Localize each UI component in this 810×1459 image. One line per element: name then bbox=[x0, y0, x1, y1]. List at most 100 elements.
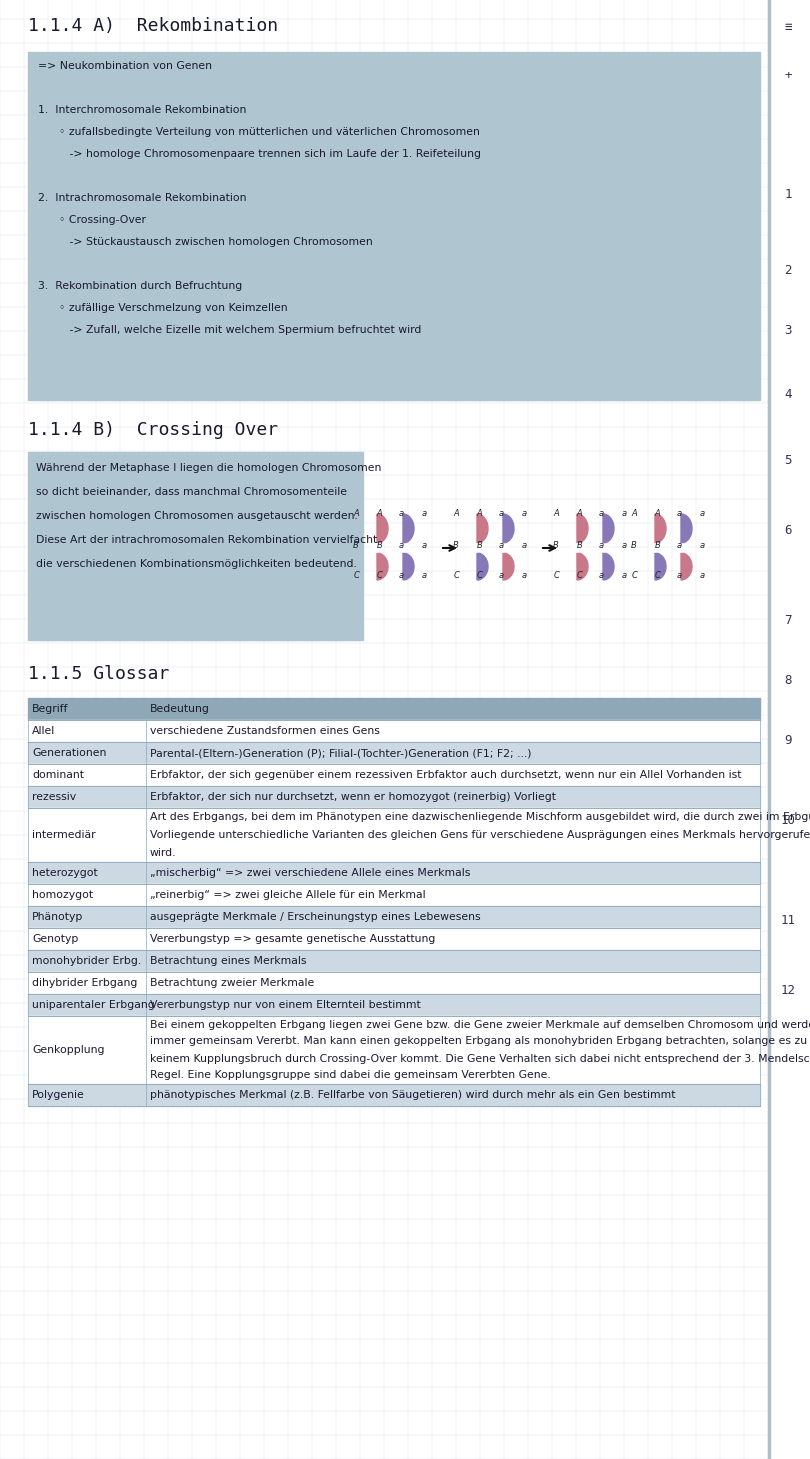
Text: Bedeutung: Bedeutung bbox=[150, 705, 210, 713]
Polygon shape bbox=[377, 514, 388, 543]
Text: Vererbungstyp nur von einem Elternteil bestimmt: Vererbungstyp nur von einem Elternteil b… bbox=[150, 999, 420, 1010]
Ellipse shape bbox=[471, 544, 483, 552]
Text: zwischen homologen Chromosomen ausgetauscht werden.: zwischen homologen Chromosomen ausgetaus… bbox=[36, 511, 358, 521]
Text: 1.  Interchromosomale Rekombination: 1. Interchromosomale Rekombination bbox=[38, 105, 246, 115]
Text: phänotypisches Merkmal (z.B. Fellfarbe von Säugetieren) wird durch mehr als ein : phänotypisches Merkmal (z.B. Fellfarbe v… bbox=[150, 1090, 676, 1100]
Text: a: a bbox=[599, 572, 603, 581]
Text: Bei einem gekoppelten Erbgang liegen zwei Gene bzw. die Gene zweier Merkmale auf: Bei einem gekoppelten Erbgang liegen zwe… bbox=[150, 1020, 810, 1030]
Text: a: a bbox=[522, 509, 526, 518]
Text: Vorliegende unterschiedliche Varianten des gleichen Gens für verschiedene Ausprä: Vorliegende unterschiedliche Varianten d… bbox=[150, 830, 810, 840]
Text: a: a bbox=[599, 540, 603, 550]
Text: A: A bbox=[577, 509, 582, 518]
Ellipse shape bbox=[597, 544, 609, 552]
Text: a: a bbox=[621, 572, 626, 581]
Text: B: B bbox=[353, 540, 359, 550]
Text: Erbfaktor, der sich nur durchsetzt, wenn er homozygot (reinerbig) Vorliegt: Erbfaktor, der sich nur durchsetzt, wenn… bbox=[150, 792, 556, 802]
Bar bbox=[28, 786, 760, 808]
Text: uniparentaler Erbgang: uniparentaler Erbgang bbox=[32, 999, 155, 1010]
Bar bbox=[28, 862, 760, 884]
Text: 3.  Rekombination durch Befruchtung: 3. Rekombination durch Befruchtung bbox=[38, 282, 242, 290]
Text: 10: 10 bbox=[781, 814, 795, 826]
Text: immer gemeinsam Vererbt. Man kann einen gekoppelten Erbgang als monohybriden Erb: immer gemeinsam Vererbt. Man kann einen … bbox=[150, 1036, 807, 1046]
Text: a: a bbox=[522, 572, 526, 581]
Text: 1: 1 bbox=[784, 188, 791, 201]
Text: C: C bbox=[377, 572, 382, 581]
Bar bbox=[28, 743, 760, 765]
Text: die verschiedenen Kombinationsmöglichkeiten bedeutend.: die verschiedenen Kombinationsmöglichkei… bbox=[36, 559, 357, 569]
Bar bbox=[28, 53, 760, 400]
Bar bbox=[28, 808, 760, 862]
Text: rezessiv: rezessiv bbox=[32, 792, 76, 802]
Text: a: a bbox=[699, 509, 705, 518]
Text: -> Stückaustausch zwischen homologen Chromosomen: -> Stückaustausch zwischen homologen Chr… bbox=[38, 236, 373, 247]
Text: C: C bbox=[453, 572, 459, 581]
Text: a: a bbox=[498, 540, 503, 550]
Text: A: A bbox=[454, 509, 459, 518]
Ellipse shape bbox=[571, 544, 583, 552]
Text: a: a bbox=[599, 509, 603, 518]
Text: a: a bbox=[699, 572, 705, 581]
Text: verschiedene Zustandsformen eines Gens: verschiedene Zustandsformen eines Gens bbox=[150, 727, 380, 735]
Text: Diese Art der intrachromosomalen Rekombination vervielfacht: Diese Art der intrachromosomalen Rekombi… bbox=[36, 535, 377, 546]
Bar bbox=[28, 928, 760, 950]
Bar bbox=[28, 994, 760, 1015]
Text: a: a bbox=[621, 540, 626, 550]
Text: a: a bbox=[676, 540, 681, 550]
Text: Generationen: Generationen bbox=[32, 748, 106, 759]
Text: 9: 9 bbox=[784, 734, 791, 747]
Text: ◦ zufällige Verschmelzung von Keimzellen: ◦ zufällige Verschmelzung von Keimzellen bbox=[38, 303, 288, 314]
Text: a: a bbox=[498, 509, 503, 518]
Text: a: a bbox=[421, 540, 426, 550]
Polygon shape bbox=[477, 514, 488, 543]
Bar bbox=[28, 697, 760, 719]
Polygon shape bbox=[403, 553, 414, 581]
Text: Betrachtung eines Merkmals: Betrachtung eines Merkmals bbox=[150, 956, 306, 966]
Text: 11: 11 bbox=[781, 913, 795, 926]
Text: a: a bbox=[621, 509, 626, 518]
Text: 12: 12 bbox=[781, 983, 795, 996]
Text: -> homologe Chromosomenpaare trennen sich im Laufe der 1. Reifeteilung: -> homologe Chromosomenpaare trennen sic… bbox=[38, 149, 481, 159]
Text: A: A bbox=[377, 509, 382, 518]
Text: a: a bbox=[399, 509, 403, 518]
Text: a: a bbox=[399, 540, 403, 550]
Text: 4: 4 bbox=[784, 388, 791, 401]
Text: C: C bbox=[553, 572, 559, 581]
Polygon shape bbox=[477, 553, 488, 581]
Text: a: a bbox=[699, 540, 705, 550]
Text: a: a bbox=[522, 540, 526, 550]
Text: B: B bbox=[654, 540, 660, 550]
Text: Erbfaktor, der sich gegenüber einem rezessiven Erbfaktor auch durchsetzt, wenn n: Erbfaktor, der sich gegenüber einem reze… bbox=[150, 770, 741, 781]
Text: Regel. Eine Kopplungsgruppe sind dabei die gemeinsam Vererbten Gene.: Regel. Eine Kopplungsgruppe sind dabei d… bbox=[150, 1071, 551, 1081]
Bar bbox=[28, 972, 760, 994]
Text: -> Zufall, welche Eizelle mit welchem Spermium befruchtet wird: -> Zufall, welche Eizelle mit welchem Sp… bbox=[38, 325, 421, 336]
Text: C: C bbox=[353, 572, 359, 581]
Text: 7: 7 bbox=[784, 613, 791, 626]
Text: 1.1.4 A)  Rekombination: 1.1.4 A) Rekombination bbox=[28, 18, 278, 35]
Text: B: B bbox=[553, 540, 559, 550]
Text: B: B bbox=[454, 540, 459, 550]
Bar bbox=[28, 884, 760, 906]
Text: ≡: ≡ bbox=[784, 22, 791, 35]
Polygon shape bbox=[603, 514, 614, 543]
Text: +: + bbox=[784, 69, 791, 82]
Text: A: A bbox=[553, 509, 559, 518]
Polygon shape bbox=[603, 553, 614, 581]
Text: Während der Metaphase I liegen die homologen Chromosomen: Während der Metaphase I liegen die homol… bbox=[36, 463, 382, 473]
Text: C: C bbox=[476, 572, 482, 581]
Ellipse shape bbox=[371, 544, 383, 552]
Polygon shape bbox=[403, 514, 414, 543]
Bar bbox=[28, 765, 760, 786]
Text: A: A bbox=[654, 509, 660, 518]
Text: a: a bbox=[676, 509, 681, 518]
Text: Genotyp: Genotyp bbox=[32, 934, 79, 944]
Text: 6: 6 bbox=[784, 524, 791, 537]
Text: 3: 3 bbox=[784, 324, 791, 337]
Text: A: A bbox=[476, 509, 482, 518]
Bar bbox=[28, 1015, 760, 1084]
Bar bbox=[28, 950, 760, 972]
Text: C: C bbox=[654, 572, 660, 581]
Polygon shape bbox=[655, 553, 666, 581]
Text: keinem Kupplungsbruch durch Crossing-Over kommt. Die Gene Verhalten sich dabei n: keinem Kupplungsbruch durch Crossing-Ove… bbox=[150, 1053, 810, 1064]
Text: dihybrider Erbgang: dihybrider Erbgang bbox=[32, 978, 138, 988]
Text: C: C bbox=[631, 572, 637, 581]
